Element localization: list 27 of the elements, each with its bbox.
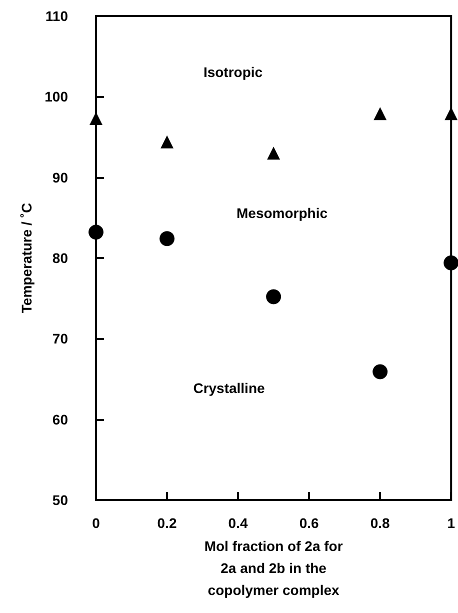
y-tick-label: 50 — [52, 492, 68, 508]
x-axis-title: Mol fraction of 2a for 2a and 2b in the copolymer complex — [204, 538, 344, 598]
y-tick-label: 80 — [52, 250, 68, 266]
x-tick-label: 0.4 — [228, 515, 248, 531]
point — [444, 107, 458, 120]
annotation: Crystalline — [193, 380, 266, 396]
y-tick-label: 70 — [52, 330, 68, 347]
x-tick-label: 0 — [92, 515, 100, 531]
point — [374, 107, 387, 120]
x-tick-label: 0.6 — [299, 515, 320, 531]
point — [160, 135, 174, 148]
y-axis-title: Temperature / ˚C — [18, 202, 35, 314]
point — [267, 146, 280, 160]
annotation: Isotropic — [203, 64, 263, 80]
x-tick-label: 1 — [447, 515, 456, 531]
x-tick-label: 0.8 — [370, 515, 390, 531]
point — [372, 364, 388, 380]
x-tick-label: 0.2 — [157, 515, 177, 531]
y-tick-label: 110 — [45, 8, 68, 24]
point — [266, 289, 282, 304]
point — [444, 255, 458, 270]
y-tick-label: 90 — [52, 169, 68, 186]
y-tick-label: 100 — [44, 88, 68, 105]
annotation: Mesomorphic — [236, 205, 328, 221]
point — [160, 231, 175, 246]
point — [88, 224, 104, 240]
y-tick-label: 60 — [52, 411, 68, 428]
